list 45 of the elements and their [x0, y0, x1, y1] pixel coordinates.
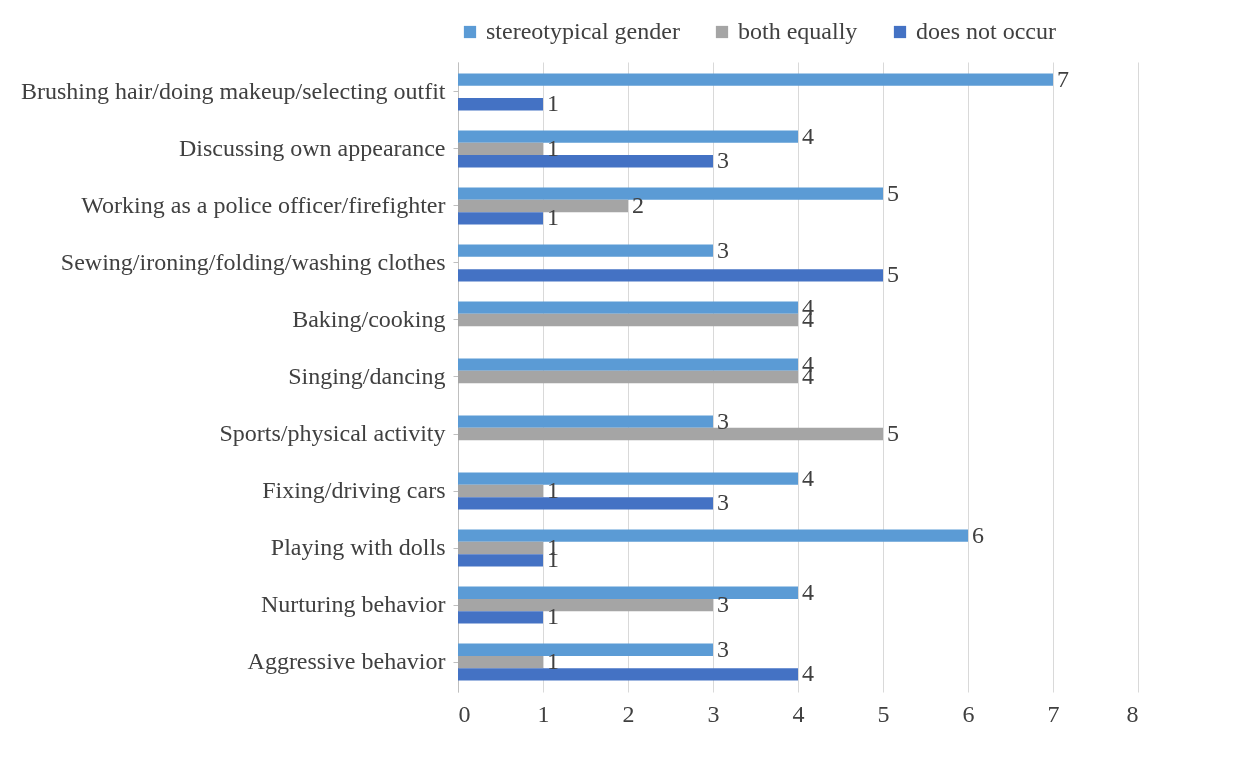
data-label: 3: [717, 635, 729, 662]
y-tick-label: Sports/physical activity: [219, 420, 446, 447]
y-tick-label: Sewing/ironing/folding/washing clothes: [60, 248, 446, 275]
data-label: 6: [972, 521, 984, 548]
legend-label: stereotypical gender: [486, 18, 680, 44]
data-label: 1: [547, 90, 559, 117]
x-tick-label: 3: [707, 700, 720, 727]
data-label: 5: [887, 420, 899, 447]
legend-label: does not occur: [916, 18, 1056, 44]
x-tick-label: 7: [1047, 700, 1060, 727]
x-tick-label: 4: [792, 700, 805, 727]
data-label: 4: [802, 122, 814, 149]
data-label: 3: [717, 236, 729, 263]
data-label: 3: [717, 407, 729, 434]
x-tick-label: 8: [1126, 700, 1139, 727]
x-tick-label: 1: [537, 700, 550, 727]
data-label: 1: [547, 477, 559, 504]
data-label: 1: [547, 603, 559, 630]
y-tick-label: Nurturing behavior: [260, 591, 446, 618]
x-tick-label: 2: [622, 700, 635, 727]
x-tick-label: 0: [458, 700, 471, 727]
data-label: 4: [802, 578, 814, 605]
y-tick-label: Fixing/driving cars: [262, 477, 446, 504]
y-tick-label: Brushing hair/doing makeup/selecting outfit: [20, 77, 446, 104]
y-tick-label: Baking/cooking: [292, 305, 446, 332]
y-tick-label: Discussing own appearance: [178, 134, 446, 161]
y-tick-label: Working as a police officer/firefighter: [81, 191, 446, 218]
data-label: 3: [717, 591, 729, 618]
data-label: 3: [717, 489, 729, 516]
legend-label: both equally: [738, 18, 858, 44]
y-tick-label: Singing/dancing: [288, 363, 446, 389]
data-label: 4: [802, 464, 814, 491]
data-label: 5: [887, 261, 899, 288]
data-label: 2: [632, 191, 644, 218]
data-label: 4: [802, 660, 814, 687]
x-tick-label: 6: [962, 700, 975, 727]
y-tick-label: Playing with dolls: [270, 534, 446, 561]
y-tick-label: Aggressive behavior: [247, 648, 446, 675]
data-label: 3: [717, 147, 729, 174]
data-label: 1: [547, 134, 559, 161]
data-label: 5: [887, 179, 899, 206]
data-label: 1: [547, 204, 559, 231]
x-tick-label: 5: [877, 700, 890, 727]
data-label: 1: [547, 648, 559, 675]
data-label: 7: [1057, 65, 1069, 92]
